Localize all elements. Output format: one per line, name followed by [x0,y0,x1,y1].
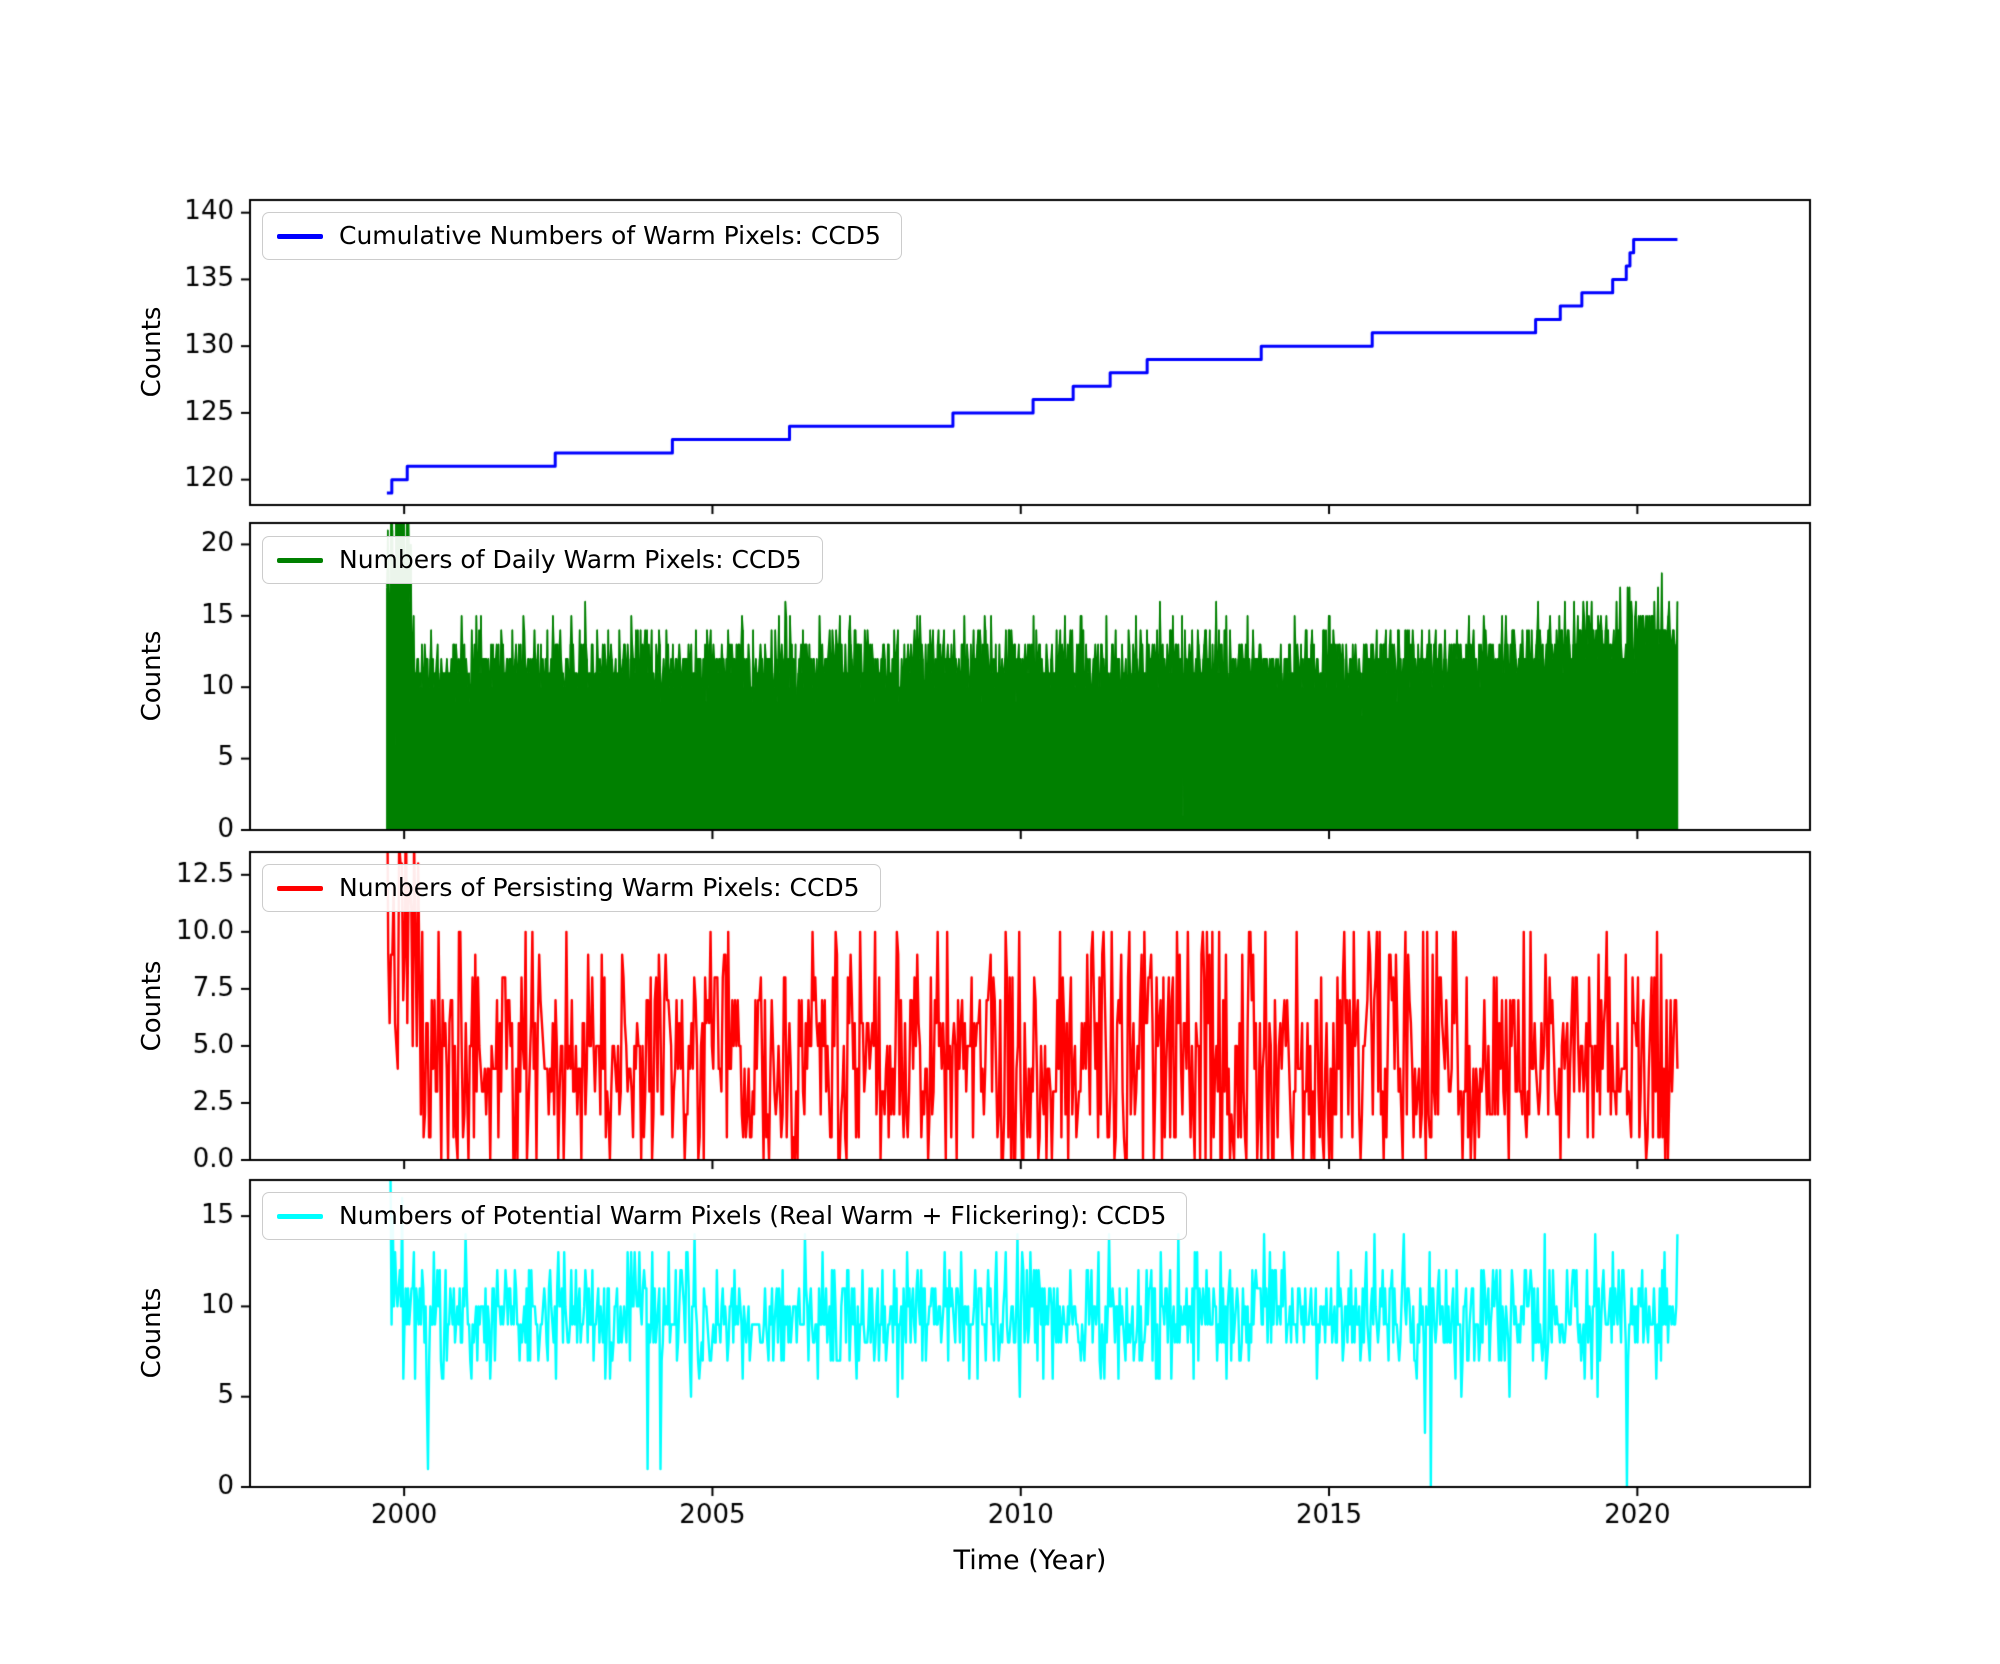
legend-line-sample [277,885,323,891]
legend-label: Numbers of Persisting Warm Pixels: CCD5 [339,873,860,902]
legend-line-sample [277,1213,323,1219]
legend-line-sample [277,233,323,239]
y-axis-label-panel-3: Counts [137,960,167,1052]
legend-line-sample [277,557,323,563]
y-axis-label-panel-2: Counts [137,630,167,722]
legend-persisting-warm-pixels: Numbers of Persisting Warm Pixels: CCD5 [262,864,881,912]
legend-label: Numbers of Potential Warm Pixels (Real W… [339,1201,1167,1230]
x-axis-label: Time (Year) [953,1545,1107,1576]
legend-label: Cumulative Numbers of Warm Pixels: CCD5 [339,221,881,250]
legend-label: Numbers of Daily Warm Pixels: CCD5 [339,545,802,574]
legend-cumulative-warm-pixels: Cumulative Numbers of Warm Pixels: CCD5 [262,212,902,260]
y-axis-label-panel-4: Counts [137,1287,167,1379]
y-axis-label-panel-1: Counts [137,306,167,398]
legend-daily-warm-pixels: Numbers of Daily Warm Pixels: CCD5 [262,536,823,584]
legend-potential-warm-pixels: Numbers of Potential Warm Pixels (Real W… [262,1192,1188,1240]
